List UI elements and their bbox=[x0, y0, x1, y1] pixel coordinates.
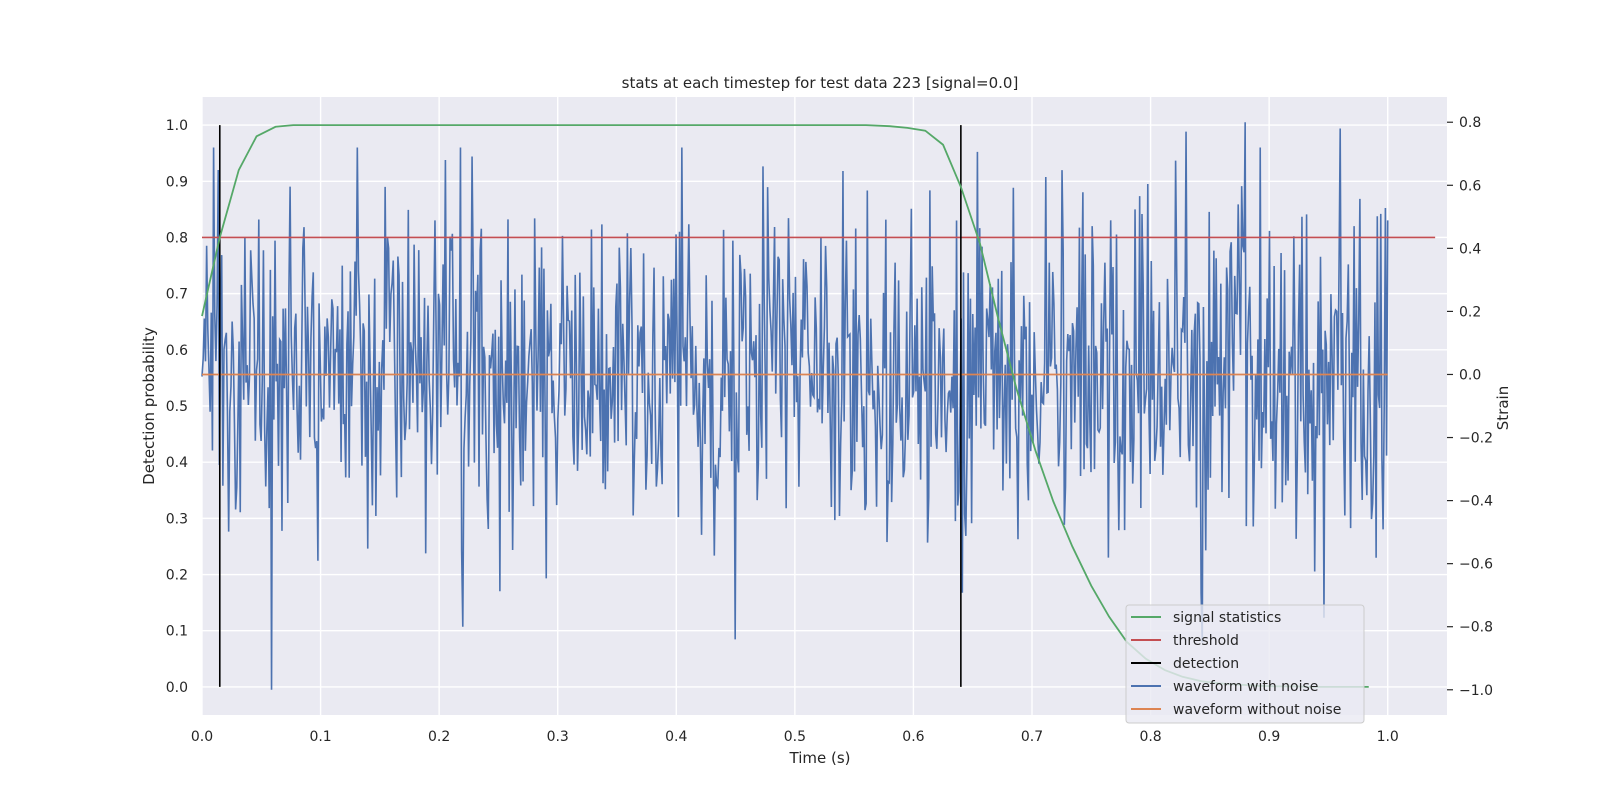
y-tick-label: 0.0 bbox=[166, 680, 188, 696]
y-tick-label: 0.4 bbox=[166, 455, 188, 471]
y-right-tick-label: 0.2 bbox=[1459, 304, 1481, 320]
y-tick-label: 0.8 bbox=[166, 230, 188, 246]
right-axis-ticks: 0.8 0.6 0.4 0.2 0.0 −0.2 −0.4 −0.6 −0.8 −1.0 bbox=[1447, 115, 1493, 699]
legend-label-detection: detection bbox=[1173, 656, 1239, 672]
x-tick-label: 0.7 bbox=[1021, 729, 1043, 745]
x-tick-label: 0.9 bbox=[1258, 729, 1280, 745]
bottom-axis-ticks: 0.0 0.1 0.2 0.3 0.4 0.5 0.6 0.7 0.8 0.9 1.0 bbox=[191, 729, 1399, 745]
y-right-tick-label: −1.0 bbox=[1459, 683, 1493, 699]
y-tick-label: 0.9 bbox=[166, 174, 188, 190]
y-tick-label: 0.7 bbox=[166, 287, 188, 303]
y-tick-label: 1.0 bbox=[166, 118, 188, 134]
y-right-tick-label: −0.6 bbox=[1459, 557, 1493, 573]
chart-title: stats at each timestep for test data 223… bbox=[622, 74, 1019, 92]
y-tick-label: 0.2 bbox=[166, 568, 188, 584]
x-tick-label: 0.2 bbox=[428, 729, 450, 745]
y-right-tick-label: −0.4 bbox=[1459, 494, 1493, 510]
x-tick-label: 1.0 bbox=[1377, 729, 1399, 745]
legend-box bbox=[1125, 604, 1365, 724]
y-tick-label: 0.6 bbox=[166, 343, 188, 359]
x-tick-label: 0.1 bbox=[309, 729, 331, 745]
y-right-tick-label: 0.0 bbox=[1459, 367, 1481, 383]
y-right-tick-label: 0.6 bbox=[1459, 178, 1481, 194]
x-tick-label: 0.6 bbox=[902, 729, 924, 745]
x-tick-label: 0.3 bbox=[547, 729, 569, 745]
legend: signal statistics threshold detection wa… bbox=[1125, 604, 1365, 724]
x-axis-label: Time (s) bbox=[789, 749, 851, 767]
y-tick-label: 0.3 bbox=[166, 511, 188, 527]
y-right-tick-label: −0.2 bbox=[1459, 431, 1493, 447]
legend-label-threshold: threshold bbox=[1173, 633, 1239, 649]
left-axis-ticks: 0.0 0.1 0.2 0.3 0.4 0.5 0.6 0.7 0.8 0.9 1.0 bbox=[166, 118, 188, 696]
x-tick-label: 0.5 bbox=[784, 729, 806, 745]
legend-label-waveform-without-noise: waveform without noise bbox=[1173, 702, 1341, 718]
y-right-tick-label: 0.4 bbox=[1459, 241, 1481, 257]
legend-label-waveform-with-noise: waveform with noise bbox=[1173, 679, 1318, 695]
y-axis-right-label: Strain bbox=[1494, 386, 1512, 430]
y-axis-label: Detection probability bbox=[140, 327, 158, 485]
x-tick-label: 0.4 bbox=[665, 729, 687, 745]
legend-label-signal-statistics: signal statistics bbox=[1173, 610, 1281, 626]
x-tick-label: 0.0 bbox=[191, 729, 213, 745]
x-tick-label: 0.8 bbox=[1139, 729, 1161, 745]
y-right-tick-label: 0.8 bbox=[1459, 115, 1481, 131]
series-waveform-with-noise bbox=[201, 122, 1389, 690]
y-right-tick-label: −0.8 bbox=[1459, 620, 1493, 636]
y-tick-label: 0.1 bbox=[166, 624, 188, 640]
y-tick-label: 0.5 bbox=[166, 399, 188, 415]
